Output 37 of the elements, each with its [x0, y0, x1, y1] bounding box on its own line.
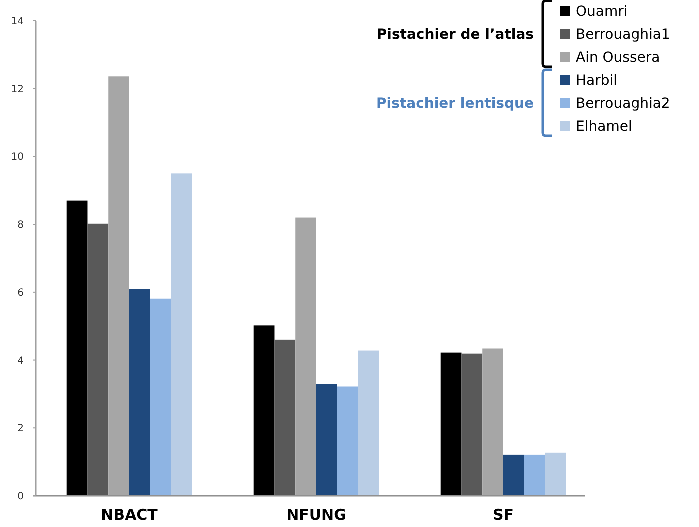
bar [524, 454, 546, 496]
bar [545, 452, 566, 496]
y-tick-label: 8 [18, 220, 24, 232]
x-tick-label: SF [492, 506, 514, 524]
bar [440, 352, 462, 496]
y-tick-label: 10 [11, 152, 24, 164]
bar [108, 76, 130, 496]
bar [358, 350, 380, 496]
y-tick-label: 6 [18, 288, 24, 299]
annotation: Pistachier de l’atlas [376, 26, 534, 43]
legend-label: Elhamel [576, 118, 632, 135]
legend-label: Berrouaghia2 [576, 96, 670, 112]
bar [130, 289, 150, 496]
bar [316, 384, 338, 496]
y-tick-label: 14 [11, 16, 24, 28]
y-tick-label: 4 [18, 356, 24, 367]
y-tick-label: 12 [11, 84, 24, 96]
bar [66, 200, 88, 496]
legend-label: Harbil [576, 72, 618, 89]
bar [462, 354, 483, 496]
x-tick-label: NBACT [101, 506, 159, 524]
bar [171, 174, 192, 496]
x-tick-label: NFUNG [286, 506, 346, 524]
bar [150, 298, 172, 496]
bar [274, 340, 296, 496]
bar [296, 218, 316, 496]
legend-label: Berrouaghia1 [576, 26, 670, 43]
bar [482, 348, 504, 496]
legend-label: Ain Oussera [576, 50, 660, 66]
y-tick-label: 0 [18, 492, 24, 502]
legend-label: Ouamri [576, 4, 628, 20]
bar [337, 386, 358, 496]
annotation: Pistachier lentisque [376, 96, 534, 112]
bar [504, 454, 524, 496]
bar [254, 326, 275, 496]
bar [88, 224, 109, 496]
y-tick-label: 2 [18, 424, 24, 435]
